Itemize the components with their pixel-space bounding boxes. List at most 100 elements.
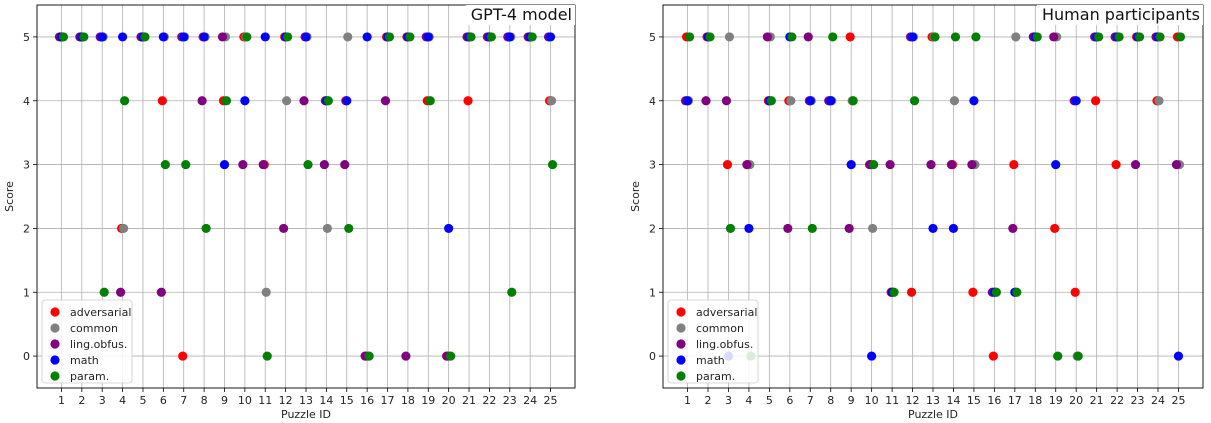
legend-label: math bbox=[70, 354, 99, 367]
data-point bbox=[527, 32, 537, 42]
data-point bbox=[380, 96, 391, 106]
data-point bbox=[505, 32, 515, 42]
data-point bbox=[889, 287, 899, 297]
data-point bbox=[545, 32, 556, 42]
x-tick-label: 6 bbox=[160, 394, 167, 407]
series-common bbox=[683, 32, 1185, 361]
data-point bbox=[301, 32, 311, 42]
legend-item: adversarial bbox=[50, 306, 131, 319]
data-point bbox=[201, 223, 211, 234]
x-tick-label: 2 bbox=[78, 394, 85, 407]
series-common bbox=[57, 32, 557, 361]
x-tick-label: 20 bbox=[442, 394, 456, 407]
data-point bbox=[1134, 32, 1145, 42]
x-tick-label: 9 bbox=[848, 394, 855, 407]
data-point bbox=[97, 32, 107, 42]
legend-marker bbox=[50, 323, 60, 333]
chart-title: Human participants bbox=[1037, 5, 1203, 25]
chart-title: GPT-4 model bbox=[465, 5, 575, 25]
data-point bbox=[1008, 223, 1018, 234]
x-tick-label: 9 bbox=[221, 394, 228, 407]
y-tick-label: 1 bbox=[649, 286, 656, 299]
x-tick-label: 8 bbox=[827, 394, 834, 407]
x-tick-label: 13 bbox=[926, 394, 940, 407]
chart-title-bg bbox=[1037, 5, 1203, 25]
legend-box bbox=[667, 299, 759, 384]
data-point bbox=[1073, 351, 1083, 361]
data-point bbox=[299, 96, 309, 106]
chart-title-text: Human participants bbox=[1042, 5, 1200, 24]
legend-marker bbox=[50, 355, 60, 365]
y-tick-label: 3 bbox=[649, 159, 656, 172]
data-point bbox=[283, 32, 293, 42]
x-tick-label: 8 bbox=[201, 394, 208, 407]
data-point bbox=[783, 223, 793, 234]
data-point bbox=[343, 32, 353, 42]
data-point bbox=[705, 32, 715, 42]
data-point bbox=[766, 96, 776, 106]
y-axis-label: Score bbox=[3, 181, 16, 212]
legend-item: common bbox=[676, 322, 744, 335]
data-point bbox=[1111, 159, 1121, 170]
data-point bbox=[1154, 96, 1164, 106]
y-tick-label: 4 bbox=[649, 95, 656, 108]
data-point bbox=[79, 32, 89, 42]
data-point bbox=[364, 351, 374, 361]
data-point bbox=[466, 32, 476, 42]
x-tick-label: 10 bbox=[238, 394, 252, 407]
data-point bbox=[826, 96, 836, 106]
x-tick-label: 15 bbox=[967, 394, 981, 407]
data-point bbox=[115, 287, 126, 297]
data-point bbox=[1050, 223, 1060, 234]
data-point bbox=[928, 223, 938, 234]
data-point bbox=[547, 159, 558, 170]
legend-item: param. bbox=[676, 370, 735, 383]
data-point bbox=[362, 32, 372, 42]
data-point bbox=[807, 223, 817, 234]
series-param bbox=[684, 32, 1186, 361]
data-point bbox=[907, 32, 918, 42]
legend-label: common bbox=[696, 322, 744, 335]
data-point bbox=[968, 287, 978, 297]
data-point bbox=[906, 287, 917, 297]
data-point bbox=[949, 96, 960, 106]
x-tick-label: 24 bbox=[523, 394, 537, 407]
x-tick-label: 10 bbox=[865, 394, 879, 407]
chart-panel-1: 1 2 3 4 5 6 7 8 9 10 11 12 13 14 15 16 17 18 19 20 21 22 23 24 2… bbox=[3, 4, 576, 421]
x-tick-label: 23 bbox=[503, 394, 517, 407]
data-point bbox=[425, 96, 435, 106]
data-point bbox=[319, 159, 329, 170]
legend: adversarial common ling.obfus. math param. bbox=[41, 299, 133, 384]
x-tick-label: 3 bbox=[725, 394, 732, 407]
data-point bbox=[486, 32, 497, 42]
y-tick-label: 0 bbox=[23, 350, 30, 363]
legend-label: param. bbox=[696, 370, 735, 383]
legend-marker bbox=[676, 307, 686, 317]
x-tick-label: 13 bbox=[299, 394, 313, 407]
data-point bbox=[405, 32, 415, 42]
data-point bbox=[742, 159, 752, 170]
legend-item: param. bbox=[50, 370, 109, 383]
legend-label: adversarial bbox=[696, 306, 757, 319]
x-tick-label: 18 bbox=[1028, 394, 1042, 407]
x-tick-label: 5 bbox=[139, 394, 146, 407]
data-point bbox=[423, 32, 433, 42]
data-point bbox=[242, 32, 252, 42]
data-point bbox=[762, 32, 772, 42]
legend-item: math bbox=[676, 354, 725, 367]
x-axis-label: Puzzle ID bbox=[281, 408, 331, 421]
data-point bbox=[721, 96, 732, 106]
x-tick-label: 15 bbox=[340, 394, 354, 407]
data-point bbox=[1071, 96, 1081, 106]
legend-box bbox=[41, 299, 133, 384]
data-point bbox=[118, 223, 129, 234]
data-point bbox=[260, 32, 270, 42]
data-point bbox=[846, 159, 856, 170]
data-point bbox=[988, 351, 998, 361]
legend-label: ling.obfus. bbox=[696, 338, 753, 351]
x-tick-label: 19 bbox=[421, 394, 435, 407]
data-point bbox=[724, 32, 735, 42]
data-point bbox=[1053, 351, 1063, 361]
data-point bbox=[117, 32, 128, 42]
data-point bbox=[262, 351, 272, 361]
